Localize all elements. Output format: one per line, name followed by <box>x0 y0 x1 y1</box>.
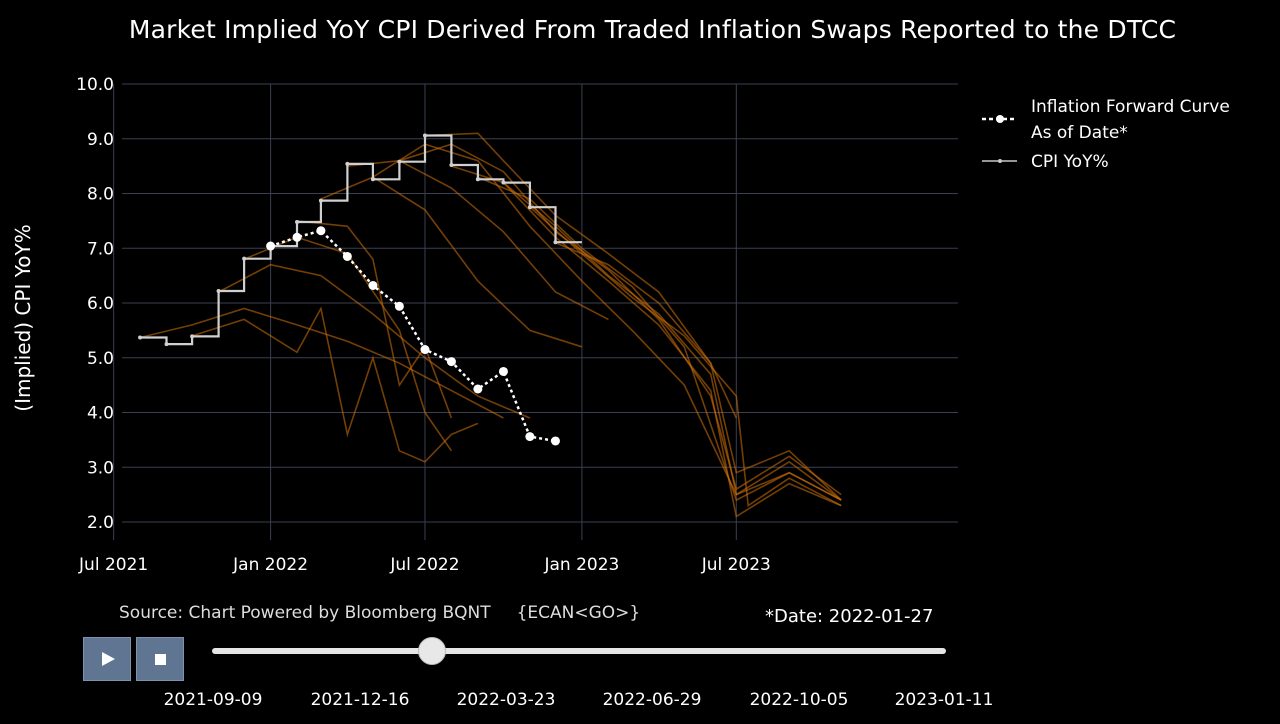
x-tick-label: Jul 2021 <box>78 555 148 575</box>
cpi-point <box>164 342 169 347</box>
stop-icon <box>154 653 166 665</box>
forward-curve-point <box>446 357 456 367</box>
slider-step-label[interactable]: 2023-01-11 <box>894 690 994 710</box>
forward-curve-line <box>270 229 556 443</box>
legend-forward-label-line2: As of Date* <box>1031 123 1128 143</box>
ecan-text: {ECAN<GO>} <box>516 603 641 623</box>
cpi-point <box>295 219 300 224</box>
forward-curve-point <box>525 432 535 442</box>
slider-step-label[interactable]: 2021-09-09 <box>163 690 263 710</box>
legend-cpi-label: CPI YoY% <box>1031 152 1109 172</box>
forward-curve-point <box>394 301 404 311</box>
legend-forward-marker <box>996 115 1004 123</box>
forward-fan-line <box>320 176 583 348</box>
y-tick-label: 7.0 <box>87 239 114 259</box>
forward-fan-line <box>529 206 842 507</box>
x-tick-label: Jul 2022 <box>389 555 459 575</box>
forward-fan-line <box>243 236 453 452</box>
forward-curve-point <box>266 241 276 251</box>
grid-layer <box>113 83 958 540</box>
legend-cpi-marker <box>998 159 1002 163</box>
forward-curve-point <box>550 436 560 446</box>
forward-fan-line <box>424 132 842 501</box>
cpi-point <box>501 180 506 185</box>
cpi-point <box>370 177 375 182</box>
cpi-point <box>138 335 143 340</box>
y-tick-label: 2.0 <box>87 513 114 533</box>
cpi-series-layer <box>138 133 582 347</box>
chart-title: Market Implied YoY CPI Derived From Trad… <box>128 15 1177 44</box>
forward-curve-point <box>292 232 302 242</box>
cpi-point <box>527 205 532 210</box>
forward-fan-line <box>139 307 504 419</box>
y-tick-label: 9.0 <box>87 130 114 150</box>
forward-fan-line <box>502 181 842 501</box>
forward-fan-line <box>191 306 479 463</box>
date-slider-track[interactable] <box>212 648 946 654</box>
cpi-point <box>449 163 454 168</box>
forward-curve-point <box>316 226 326 236</box>
date-slider-handle[interactable] <box>418 637 447 665</box>
legend[interactable]: Inflation Forward Curve As of Date* CPI … <box>982 97 1230 172</box>
forward-fan-line <box>296 220 453 419</box>
source-text: Source: Chart Powered by Bloomberg BQNT <box>119 603 491 623</box>
forward-curve-point <box>498 366 508 376</box>
forward-curve-point <box>368 280 378 290</box>
y-tick-label: 4.0 <box>87 404 114 424</box>
y-tick-label: 6.0 <box>87 294 114 314</box>
source-note: Source: Chart Powered by Bloomberg BQNT {… <box>119 603 640 623</box>
forward-fan-line <box>218 263 531 419</box>
cpi-point <box>397 159 402 164</box>
forward-curve-point <box>342 251 352 261</box>
legend-forward-label-line1: Inflation Forward Curve <box>1031 97 1230 117</box>
x-tick-label: Jul 2023 <box>701 555 771 575</box>
stop-button[interactable] <box>136 637 184 681</box>
slider-step-label[interactable]: 2021-12-16 <box>310 690 410 710</box>
forward-fan-layer <box>139 132 842 518</box>
y-tick-label: 8.0 <box>87 185 114 205</box>
forward-fan-line <box>555 242 738 419</box>
cpi-point <box>553 240 558 245</box>
cpi-point <box>216 288 221 293</box>
forward-curve-point <box>420 345 430 355</box>
slider-step-label[interactable]: 2022-10-05 <box>749 690 849 710</box>
tick-layer: 2.0 3.0 4.0 5.0 6.0 7.0 8.0 9.0 10.0 Jul 2021 Jan … <box>76 75 771 575</box>
forward-fan-line <box>347 159 609 321</box>
y-tick-label: 3.0 <box>87 458 114 478</box>
cpi-step-line <box>140 134 582 346</box>
x-tick-label: Jan 2023 <box>543 555 619 575</box>
slider-step-label[interactable]: 2022-06-29 <box>602 690 702 710</box>
cpi-point <box>242 256 247 261</box>
y-tick-label: 5.0 <box>87 349 114 369</box>
forward-fan-line <box>451 165 842 518</box>
date-label: *Date: 2022-01-27 <box>765 606 934 627</box>
cpi-point <box>475 177 480 182</box>
y-axis-title: (Implied) CPI YoY% <box>11 224 35 411</box>
x-tick-label: Jan 2022 <box>232 555 308 575</box>
cpi-point <box>190 334 195 339</box>
y-tick-label: 10.0 <box>76 75 114 95</box>
cpi-point <box>422 133 427 138</box>
forward-fan-line <box>372 143 842 501</box>
cpi-point <box>318 198 323 203</box>
forward-curve-layer <box>266 226 560 446</box>
cpi-point <box>345 161 350 166</box>
play-button[interactable] <box>83 637 131 681</box>
slider-step-label[interactable]: 2022-03-23 <box>456 690 556 710</box>
play-icon <box>102 652 115 666</box>
forward-curve-point <box>473 384 483 394</box>
